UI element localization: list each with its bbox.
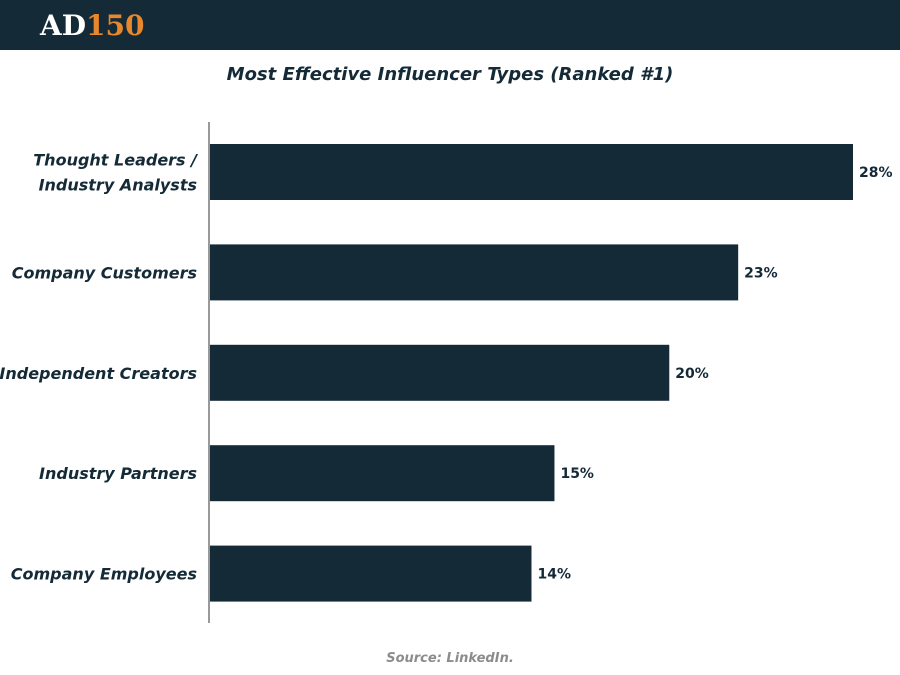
category-label: Company Customers bbox=[12, 263, 197, 282]
category-label: Independent Creators bbox=[0, 364, 197, 383]
bar[interactable] bbox=[210, 344, 670, 401]
bar[interactable] bbox=[210, 545, 532, 602]
logo-text-ad: AD bbox=[40, 9, 87, 42]
bar[interactable] bbox=[210, 244, 739, 301]
bar[interactable] bbox=[210, 144, 853, 200]
category-label: Industry Partners bbox=[39, 464, 197, 483]
bar-value-label: 28% bbox=[859, 165, 893, 181]
bar-value-label: 20% bbox=[675, 366, 709, 382]
category-label: Industry Analysts bbox=[39, 176, 197, 195]
bar[interactable] bbox=[210, 445, 555, 502]
category-label: Company Employees bbox=[11, 565, 197, 584]
category-label: Thought Leaders / bbox=[33, 151, 198, 170]
source-note: Source: LinkedIn. bbox=[386, 651, 514, 666]
chart-title: Most Effective Influencer Types (Ranked … bbox=[226, 64, 674, 85]
bar-value-label: 23% bbox=[744, 265, 778, 281]
header-bar: AD150 bbox=[0, 0, 900, 50]
bar-value-label: 15% bbox=[560, 466, 594, 482]
logo-text-150: 150 bbox=[86, 9, 145, 42]
brand-logo[interactable]: AD150 bbox=[40, 9, 144, 43]
bar-value-label: 14% bbox=[538, 567, 572, 583]
